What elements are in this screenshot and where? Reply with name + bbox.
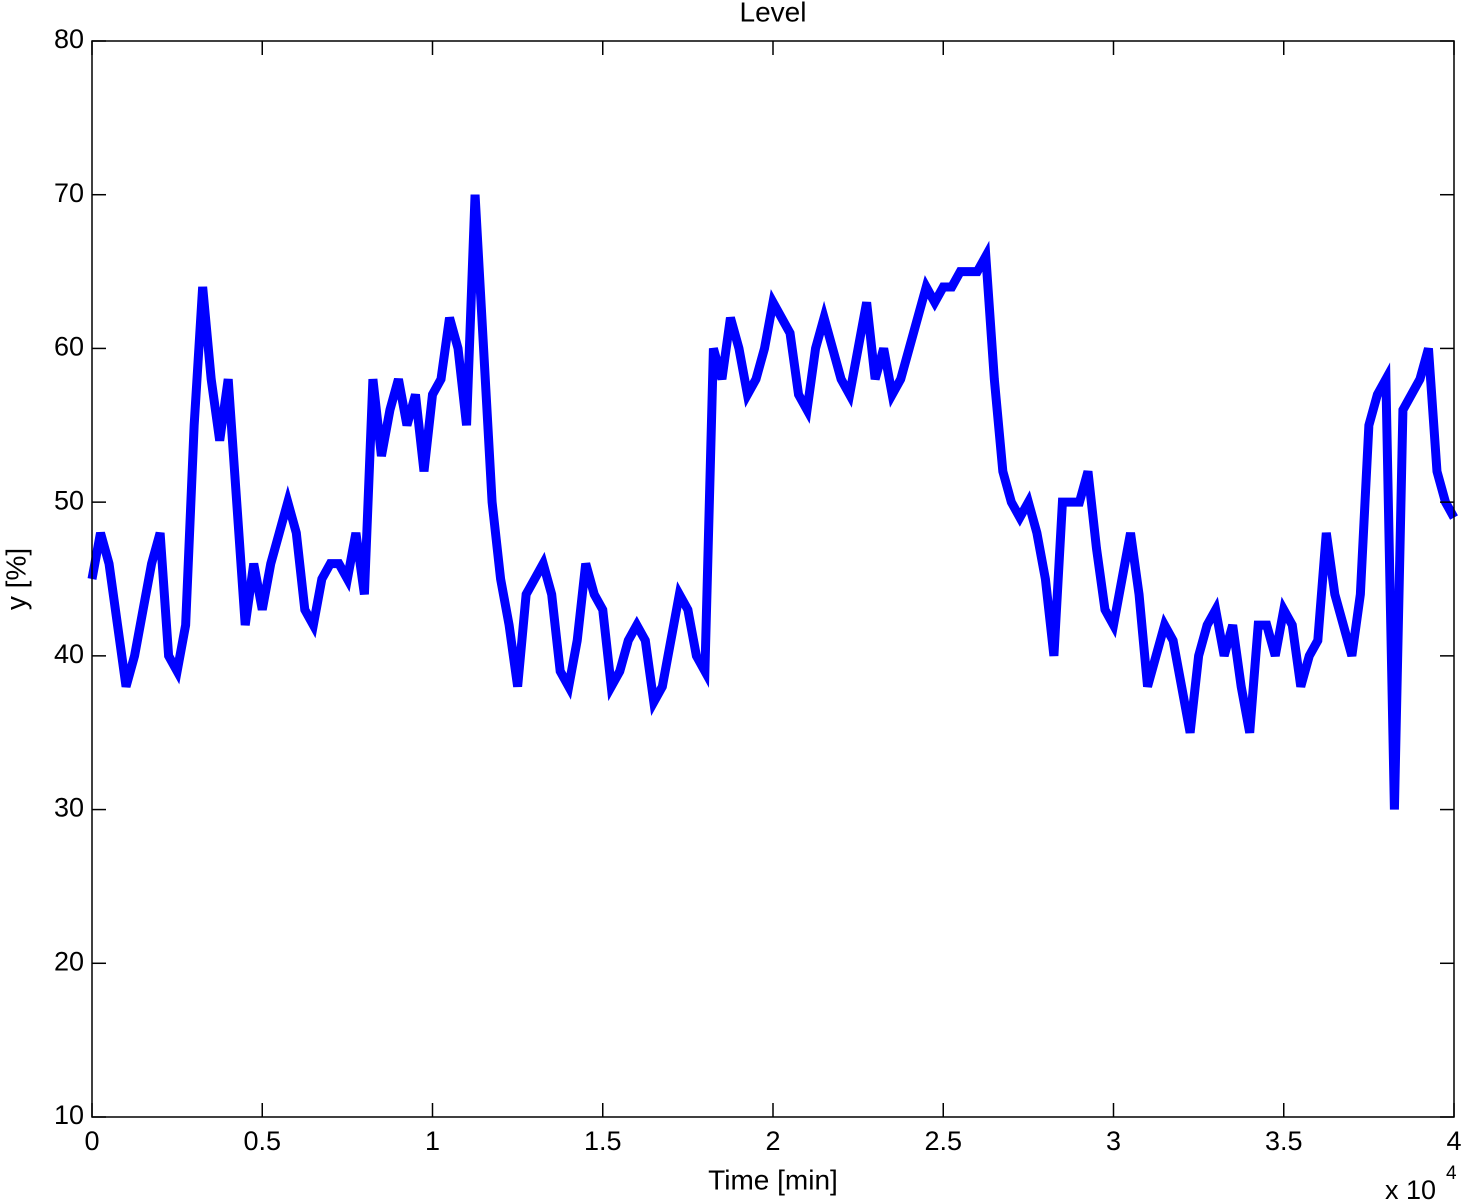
x-multiplier-exponent: 4 — [1446, 1163, 1457, 1184]
x-tick-label: 3 — [1106, 1126, 1121, 1156]
x-tick-label: 4 — [1446, 1126, 1461, 1156]
plot-frame — [91, 40, 1455, 1118]
y-tick-label: 30 — [54, 793, 84, 823]
y-tick-label: 20 — [54, 946, 84, 976]
x-tick-label: 0.5 — [243, 1126, 281, 1156]
x-tick-label: 1 — [425, 1126, 440, 1156]
x-tick-label: 2.5 — [924, 1126, 962, 1156]
y-tick-label: 10 — [54, 1100, 84, 1130]
x-axis-label: Time [min] — [708, 1164, 838, 1195]
x-tick-label: 1.5 — [584, 1126, 622, 1156]
x-tick-label: 3.5 — [1265, 1126, 1303, 1156]
y-tick-label: 50 — [54, 485, 84, 515]
y-tick-label: 40 — [54, 639, 84, 669]
y-tick-label: 80 — [54, 24, 84, 54]
x-tick-label: 2 — [765, 1126, 780, 1156]
data-line — [87, 194, 1458, 810]
y-tick-label: 70 — [54, 178, 84, 208]
x-tick-label: 0 — [84, 1126, 99, 1156]
x-multiplier: x 10 — [1385, 1175, 1436, 1203]
y-tick-label: 60 — [54, 332, 84, 362]
y-axis-label: y [%] — [0, 548, 31, 610]
chart-title: Level — [740, 0, 807, 27]
